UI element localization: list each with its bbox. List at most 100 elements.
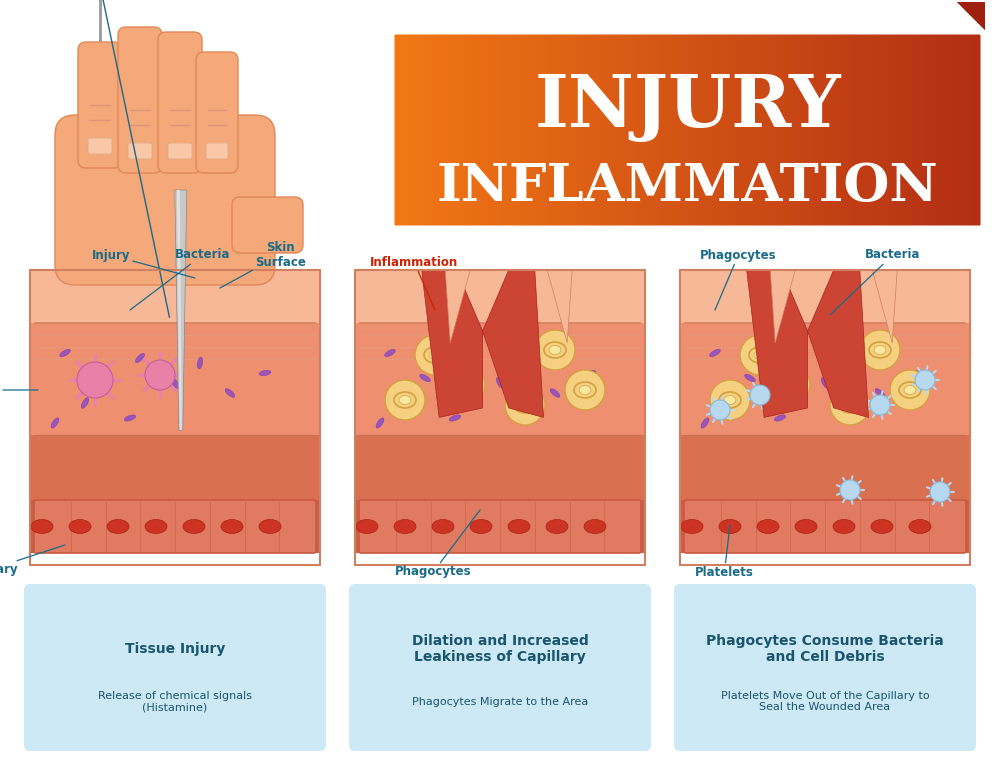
- FancyBboxPatch shape: [970, 30, 979, 230]
- Circle shape: [830, 385, 870, 425]
- FancyBboxPatch shape: [978, 30, 986, 230]
- Ellipse shape: [774, 415, 786, 421]
- Circle shape: [870, 395, 890, 415]
- FancyBboxPatch shape: [702, 30, 711, 230]
- Ellipse shape: [549, 345, 561, 354]
- FancyBboxPatch shape: [502, 30, 510, 230]
- FancyBboxPatch shape: [613, 30, 622, 230]
- FancyBboxPatch shape: [814, 30, 822, 230]
- Text: Injury: Injury: [92, 248, 195, 278]
- Ellipse shape: [909, 370, 921, 375]
- Ellipse shape: [795, 519, 817, 534]
- FancyBboxPatch shape: [355, 500, 645, 553]
- FancyBboxPatch shape: [621, 30, 629, 230]
- FancyBboxPatch shape: [128, 143, 152, 159]
- FancyBboxPatch shape: [516, 30, 525, 230]
- FancyBboxPatch shape: [606, 30, 614, 230]
- Ellipse shape: [904, 385, 916, 394]
- FancyBboxPatch shape: [866, 30, 874, 230]
- FancyBboxPatch shape: [576, 30, 584, 230]
- FancyBboxPatch shape: [792, 30, 800, 230]
- FancyBboxPatch shape: [680, 323, 970, 435]
- Ellipse shape: [874, 345, 886, 354]
- Ellipse shape: [584, 519, 606, 534]
- FancyBboxPatch shape: [24, 584, 326, 751]
- Ellipse shape: [420, 374, 430, 382]
- Circle shape: [710, 400, 730, 420]
- Ellipse shape: [546, 519, 568, 534]
- Text: Tissue Injury: Tissue Injury: [125, 642, 225, 656]
- Text: Bacteria: Bacteria: [130, 248, 230, 310]
- FancyBboxPatch shape: [684, 500, 966, 553]
- FancyBboxPatch shape: [88, 138, 112, 154]
- Text: Phagocytes Consume Bacteria
and Cell Debris: Phagocytes Consume Bacteria and Cell Deb…: [706, 634, 944, 664]
- FancyBboxPatch shape: [34, 500, 316, 553]
- Text: Chemical
Signals: Chemical Signals: [0, 376, 38, 404]
- FancyBboxPatch shape: [355, 323, 645, 435]
- Ellipse shape: [95, 374, 105, 382]
- FancyBboxPatch shape: [539, 30, 547, 230]
- Circle shape: [770, 365, 810, 405]
- Ellipse shape: [745, 374, 755, 382]
- Ellipse shape: [785, 354, 795, 363]
- FancyBboxPatch shape: [450, 30, 458, 230]
- FancyBboxPatch shape: [948, 30, 956, 230]
- FancyBboxPatch shape: [524, 30, 532, 230]
- Circle shape: [565, 370, 605, 410]
- FancyBboxPatch shape: [628, 30, 636, 230]
- FancyBboxPatch shape: [888, 30, 897, 230]
- FancyBboxPatch shape: [464, 30, 473, 230]
- FancyBboxPatch shape: [903, 30, 912, 230]
- Ellipse shape: [710, 349, 720, 357]
- FancyBboxPatch shape: [168, 143, 192, 159]
- FancyBboxPatch shape: [754, 30, 763, 230]
- FancyBboxPatch shape: [568, 30, 577, 230]
- Text: Phagocytes: Phagocytes: [395, 510, 480, 578]
- FancyBboxPatch shape: [643, 30, 651, 230]
- FancyBboxPatch shape: [926, 30, 934, 230]
- FancyBboxPatch shape: [561, 30, 570, 230]
- FancyBboxPatch shape: [762, 30, 770, 230]
- Ellipse shape: [550, 388, 560, 397]
- Ellipse shape: [449, 415, 461, 421]
- Circle shape: [915, 370, 935, 390]
- Text: Dilation and Increased
Leakiness of Capillary: Dilation and Increased Leakiness of Capi…: [412, 634, 588, 664]
- FancyBboxPatch shape: [531, 30, 540, 230]
- Ellipse shape: [51, 418, 59, 428]
- Polygon shape: [808, 270, 868, 417]
- Circle shape: [840, 480, 860, 500]
- FancyBboxPatch shape: [118, 27, 162, 173]
- Circle shape: [445, 365, 485, 405]
- Polygon shape: [872, 270, 897, 343]
- Circle shape: [535, 330, 575, 370]
- FancyBboxPatch shape: [740, 30, 748, 230]
- Ellipse shape: [259, 370, 271, 375]
- Polygon shape: [483, 270, 544, 417]
- FancyBboxPatch shape: [30, 500, 320, 553]
- FancyBboxPatch shape: [658, 30, 666, 230]
- FancyBboxPatch shape: [435, 30, 443, 230]
- Ellipse shape: [522, 357, 528, 369]
- FancyBboxPatch shape: [412, 30, 421, 230]
- Text: Capillary: Capillary: [0, 545, 65, 577]
- Circle shape: [415, 335, 455, 375]
- FancyBboxPatch shape: [747, 30, 755, 230]
- FancyBboxPatch shape: [717, 30, 726, 230]
- FancyBboxPatch shape: [806, 30, 815, 230]
- Ellipse shape: [221, 519, 243, 534]
- Ellipse shape: [871, 519, 893, 534]
- Ellipse shape: [171, 378, 179, 388]
- Circle shape: [740, 335, 780, 375]
- FancyBboxPatch shape: [955, 30, 964, 230]
- Ellipse shape: [875, 388, 885, 397]
- FancyBboxPatch shape: [554, 30, 562, 230]
- Ellipse shape: [31, 519, 53, 534]
- Ellipse shape: [429, 350, 441, 360]
- FancyBboxPatch shape: [933, 30, 941, 230]
- Ellipse shape: [124, 415, 136, 421]
- Ellipse shape: [406, 397, 414, 408]
- FancyBboxPatch shape: [359, 500, 641, 553]
- Ellipse shape: [69, 519, 91, 534]
- Polygon shape: [175, 190, 187, 430]
- Ellipse shape: [459, 381, 471, 390]
